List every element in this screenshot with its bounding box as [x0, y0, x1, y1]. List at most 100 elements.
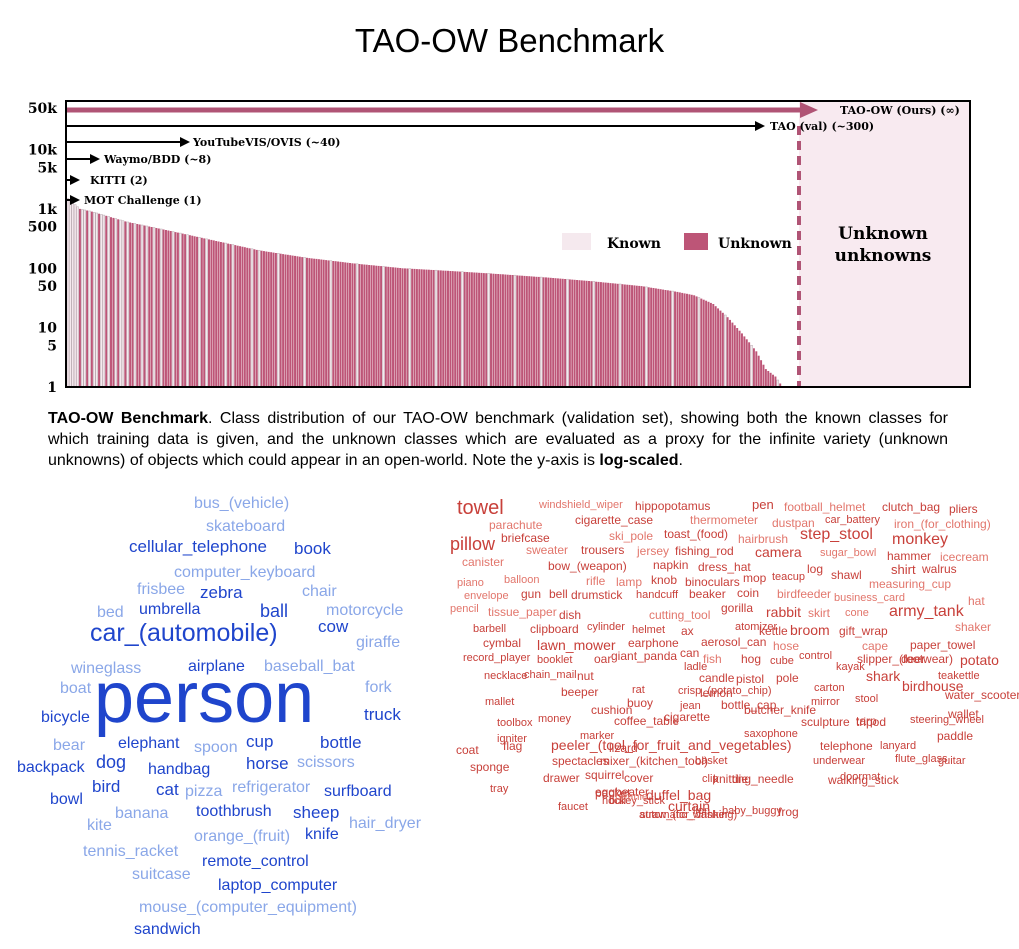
- legend-unknown-label: Unknown: [718, 236, 792, 252]
- unknown-class-bar: [537, 276, 540, 387]
- caption-emphasis: log-scaled: [599, 452, 679, 469]
- known-class-bar: [329, 260, 333, 388]
- cloud-word: broom: [790, 622, 830, 638]
- cloud-word: book: [294, 539, 331, 558]
- unknown-class-bar: [418, 269, 421, 387]
- unknown-class-bar: [117, 219, 120, 387]
- unknown-class-bar: [203, 238, 206, 387]
- unknown-class-bar: [504, 274, 507, 387]
- cloud-word: rat: [632, 684, 645, 696]
- unknown-class-bar: [215, 241, 218, 387]
- unknown-class-bar: [193, 236, 196, 387]
- known-class-bar: [93, 212, 96, 388]
- known-class-bar: [121, 220, 125, 388]
- unknown-class-bar: [633, 285, 636, 387]
- unknown-unknowns-region: [799, 101, 970, 387]
- unknown-class-bar: [229, 244, 232, 387]
- unknown-class-bar: [693, 295, 696, 387]
- known-class-bar: [71, 202, 74, 388]
- y-tick-label: 10: [38, 321, 58, 337]
- cloud-word: aerosol_can: [701, 635, 767, 649]
- page-title: TAO-OW Benchmark: [354, 22, 665, 59]
- unknown-class-bar: [255, 249, 258, 387]
- unknown-class-bar: [243, 247, 246, 387]
- unknown-class-bar: [184, 234, 187, 387]
- unknown-class-bar: [219, 242, 222, 387]
- bars-group: [66, 198, 784, 388]
- cloud-word: cat: [156, 780, 179, 799]
- unknown-class-bar: [406, 268, 409, 387]
- unknown-class-bar: [599, 282, 602, 387]
- unknown-class-bar: [571, 279, 574, 387]
- cloud-word: toolbox: [497, 717, 533, 729]
- unknown-class-bar: [308, 258, 311, 387]
- unknown-class-bar: [86, 210, 89, 387]
- unknown-class-bar: [423, 269, 426, 387]
- unknown-class-bar: [666, 290, 669, 387]
- unknown-class-bar: [501, 274, 504, 387]
- unknown-class-bar: [669, 290, 672, 387]
- known-class-bar: [145, 225, 149, 388]
- known-class-bar: [671, 290, 674, 388]
- cloud-word: gun: [521, 587, 542, 601]
- benchmark-label: KITTI (2): [90, 174, 148, 187]
- unknown-class-bar: [733, 325, 736, 387]
- cloud-word: laptop_computer: [218, 877, 338, 894]
- unknown-class-bar: [432, 270, 435, 387]
- benchmark-arrow-head: [90, 154, 100, 164]
- unknown-class-bar: [743, 336, 746, 387]
- unknown-class-bar: [155, 228, 158, 387]
- unknown-class-bar: [332, 261, 335, 387]
- unknown-class-bar: [313, 258, 316, 387]
- cloud-word: basket: [695, 755, 728, 767]
- unknown-class-bar: [396, 267, 399, 387]
- cloud-word: car_(automobile): [90, 619, 278, 647]
- unknown-class-bar: [124, 221, 127, 387]
- cloud-word: dress_hat: [698, 560, 751, 574]
- unknown-class-bar: [392, 267, 394, 387]
- known-class-bar: [107, 216, 110, 388]
- known-class-bar: [750, 345, 753, 388]
- cloud-word: cigarette: [664, 710, 711, 724]
- cloud-word: shaker: [955, 620, 992, 634]
- cloud-word: lemon: [700, 686, 733, 700]
- unknown-class-bar: [490, 273, 492, 387]
- known-class-bar: [119, 219, 122, 388]
- unknown-class-bar: [485, 273, 488, 387]
- cloud-word: cutting_tool: [649, 608, 711, 622]
- unknown-class-bar: [549, 277, 552, 387]
- benchmark-label: MOT Challenge (1): [84, 194, 202, 207]
- cloud-word: sheep: [293, 803, 340, 822]
- cloud-word: pistol: [736, 672, 765, 686]
- unknown-class-bar: [614, 283, 617, 387]
- cloud-word: bell: [549, 587, 568, 601]
- unknown-class-bar: [736, 328, 739, 387]
- cloud-word: shirt: [891, 562, 916, 577]
- unknown-class-bar: [702, 299, 705, 387]
- cloud-word: water_scooter: [945, 688, 1019, 702]
- cloud-word: teakettle: [938, 670, 980, 682]
- cloud-word: binoculars: [685, 575, 740, 589]
- cloud-word: lawn_mower: [537, 637, 616, 653]
- unknown-class-bar: [399, 268, 402, 387]
- cloud-word: bow_(weapon): [548, 559, 627, 573]
- unknown-class-bar: [320, 259, 323, 387]
- unknown-class-bar: [635, 285, 638, 387]
- cloud-word: straw_(for_drinking): [640, 809, 738, 821]
- cloud-word: spoon: [194, 739, 238, 756]
- unknown-class-bar: [210, 239, 213, 387]
- cloud-word: telephone: [820, 739, 873, 753]
- unknown-class-bar: [449, 271, 452, 387]
- unknown-class-bar: [552, 278, 555, 387]
- cloud-word: kayak: [836, 661, 865, 673]
- cloud-word: pen: [752, 497, 774, 512]
- known-class-bar: [73, 204, 77, 388]
- cloud-word: napkin: [653, 558, 689, 572]
- cloud-word: booklet: [537, 654, 573, 666]
- unknown-class-bar: [143, 225, 146, 387]
- unknown-class-bar: [707, 301, 710, 387]
- unknown-class-bar: [611, 283, 614, 387]
- y-tick-label: 1: [47, 380, 57, 396]
- cloud-word: pencil: [450, 603, 479, 615]
